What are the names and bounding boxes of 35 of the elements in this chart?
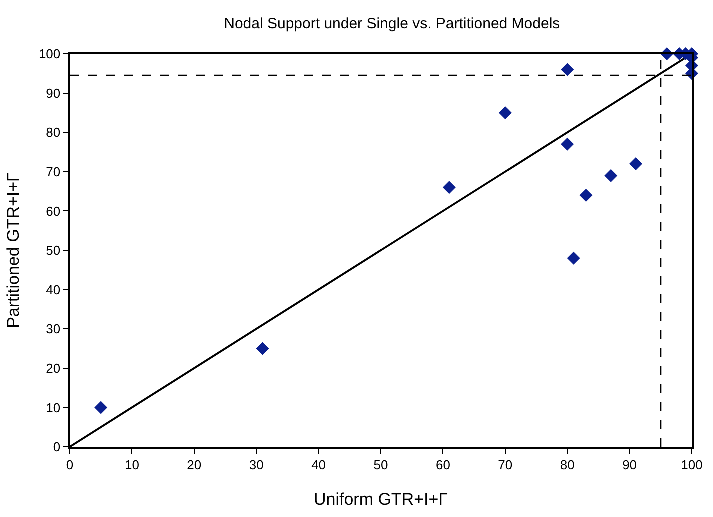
y-tick-label: 70 [46,164,61,180]
y-axis-title: Partitioned GTR+I+Γ [4,172,23,328]
x-tick-label: 30 [249,457,264,472]
x-tick-label: 60 [436,457,450,472]
point [94,401,108,414]
y-tick-label: 60 [46,204,61,219]
y-tick-label: 80 [46,125,61,140]
point [580,188,593,202]
point [561,138,574,151]
y-tick-label: 30 [46,322,61,337]
x-tick-label: 20 [187,457,202,472]
chart-title: Nodal Support under Single vs. Partitioned Models [224,16,560,33]
x-tick-label: 40 [312,457,326,472]
point [630,158,643,171]
y-tick-label: 100 [38,46,61,62]
x-tick-label: 90 [622,457,638,472]
y-tick-label: 50 [46,243,61,258]
x-tick-label: 50 [374,457,388,472]
y-tick-label: 10 [46,400,61,416]
y-tick-label: 90 [46,86,61,101]
x-axis-title: Uniform GTR+I+Γ [314,490,448,510]
point [498,106,512,120]
point [256,342,270,356]
point [567,252,580,265]
point [604,169,618,182]
point [561,63,574,76]
y-tick-label: 40 [46,282,61,298]
x-tick-label: 10 [124,457,140,472]
y-tick-label: 20 [46,360,61,376]
point [442,181,456,194]
x-tick-label: 0 [66,457,74,472]
y-tick-label: 0 [53,440,61,455]
x-tick-label: 100 [681,457,703,472]
x-tick-label: 70 [498,457,513,472]
x-tick-label: 80 [560,457,575,472]
